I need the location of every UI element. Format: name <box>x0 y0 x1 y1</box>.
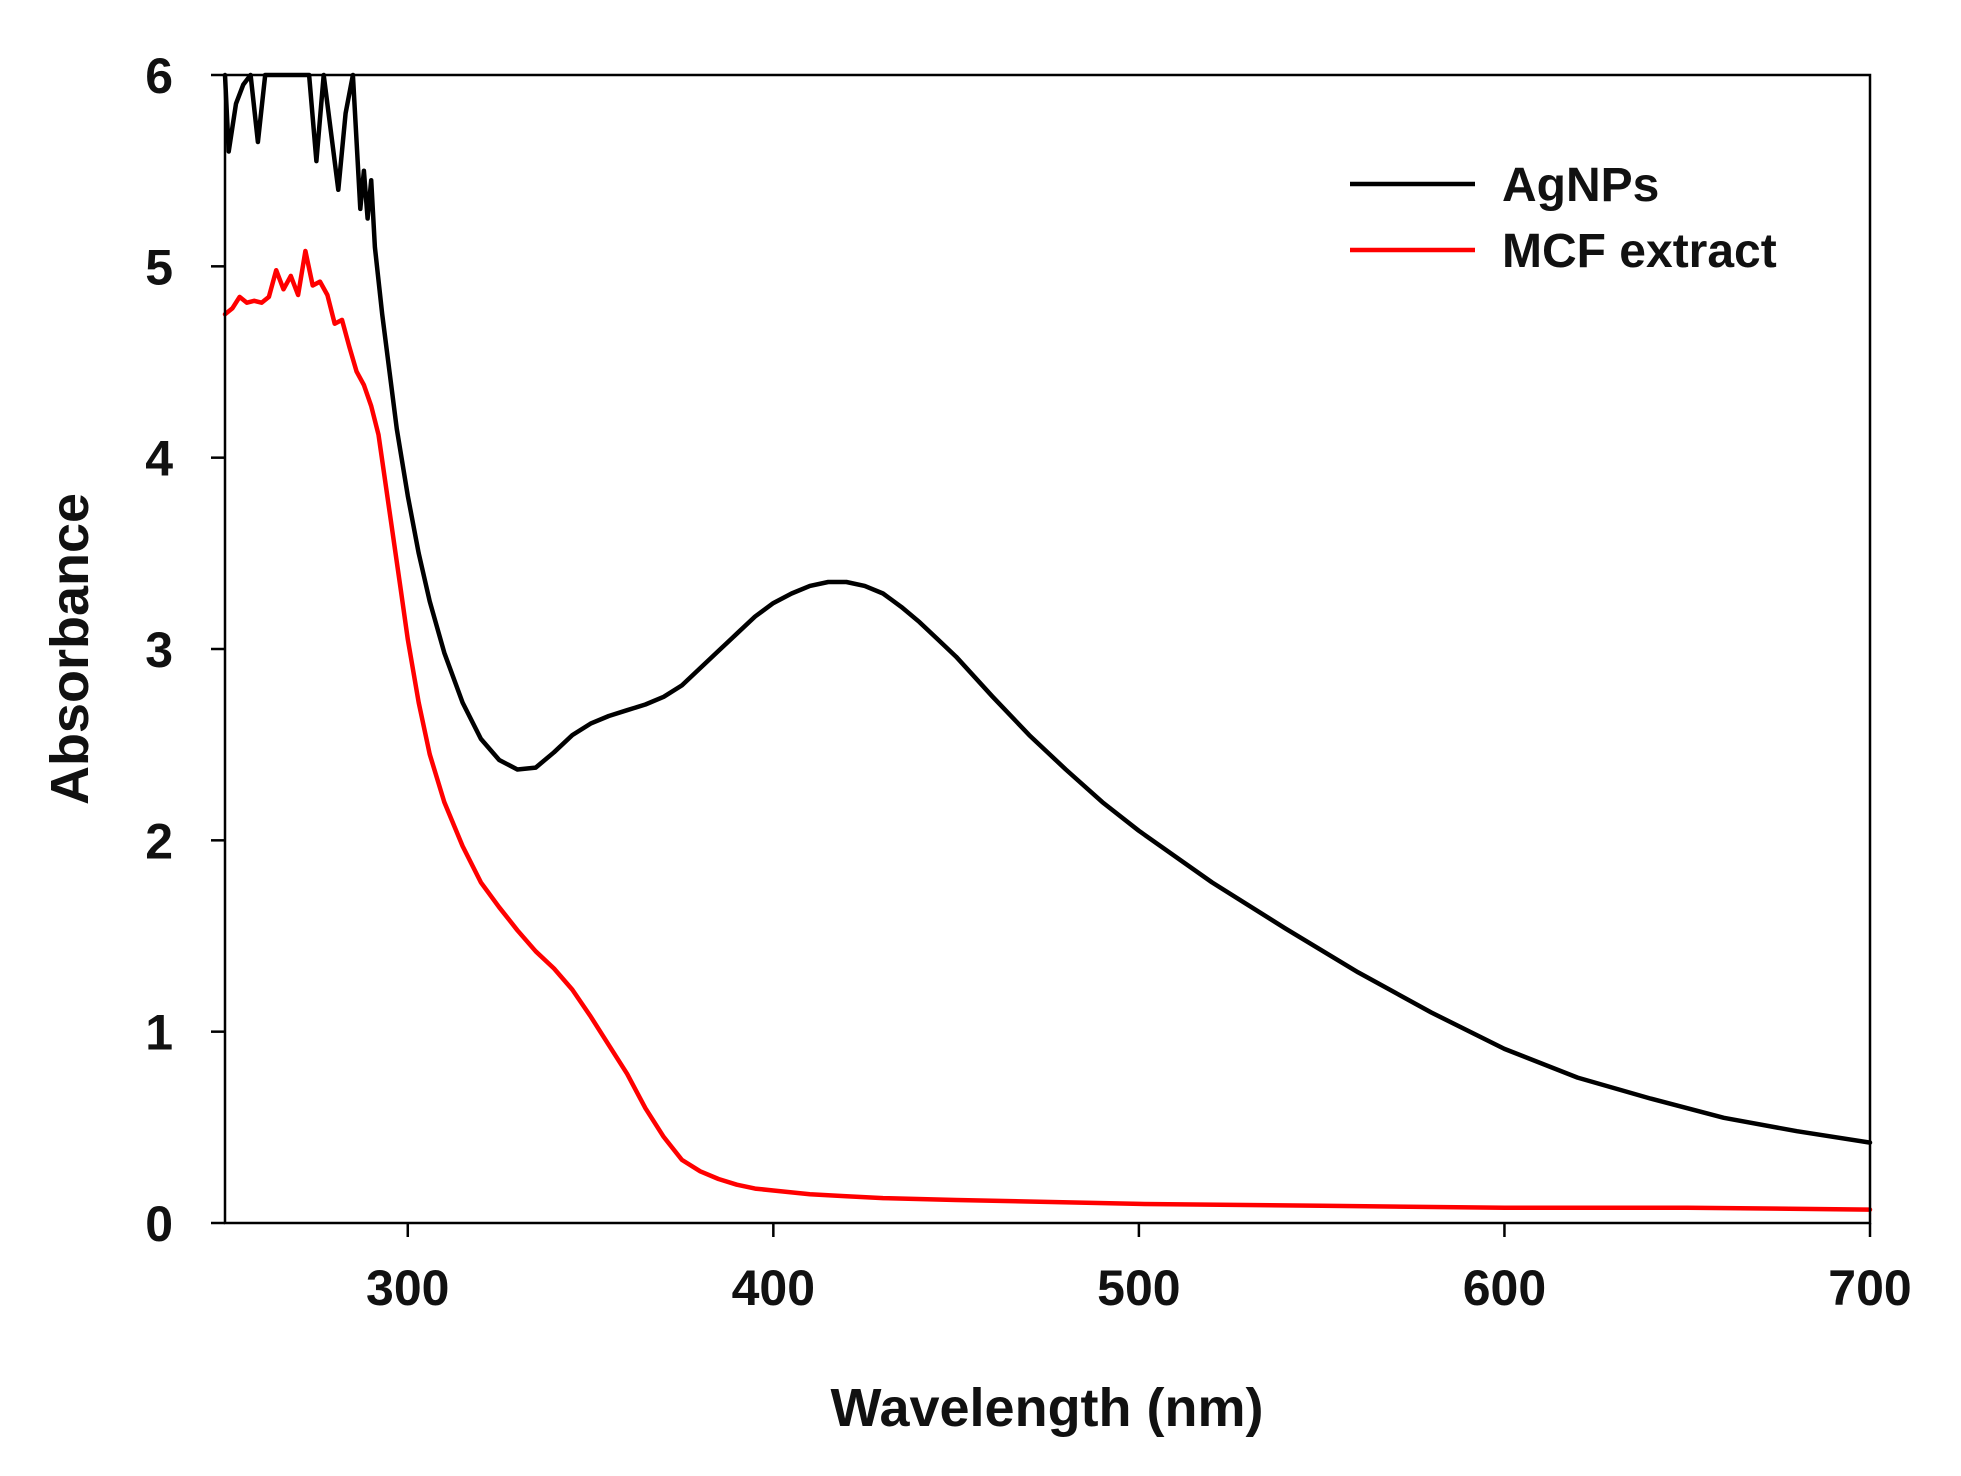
y-tick-label: 2 <box>145 813 173 869</box>
y-tick-label: 6 <box>145 48 173 104</box>
y-tick-label: 1 <box>145 1005 173 1061</box>
series-layer <box>222 72 1873 1212</box>
legend: AgNPs MCF extract <box>1350 159 1777 278</box>
x-tick-label: 400 <box>732 1260 815 1316</box>
x-tick-label: 600 <box>1463 1260 1546 1316</box>
y-tick-label: 4 <box>145 431 173 487</box>
x-axis-title: Wavelength (nm) <box>830 1378 1263 1438</box>
legend-label-mcf-extract: MCF extract <box>1502 225 1777 278</box>
legend-label-agnps: AgNPs <box>1502 159 1659 212</box>
y-axis-ticks: 0 1 2 3 4 5 6 <box>145 48 225 1252</box>
y-axis-title: Absorbance <box>40 493 100 805</box>
x-axis-ticks: 300 400 500 600 700 <box>366 1223 1912 1316</box>
x-tick-label: 500 <box>1097 1260 1180 1316</box>
y-tick-label: 0 <box>145 1196 173 1252</box>
x-tick-label: 700 <box>1828 1260 1911 1316</box>
y-tick-label: 3 <box>145 622 173 678</box>
x-tick-label: 300 <box>366 1260 449 1316</box>
series-line-mcf-extract <box>222 248 1873 1212</box>
y-tick-label: 5 <box>145 239 173 295</box>
series-line-agnps <box>222 72 1873 1145</box>
